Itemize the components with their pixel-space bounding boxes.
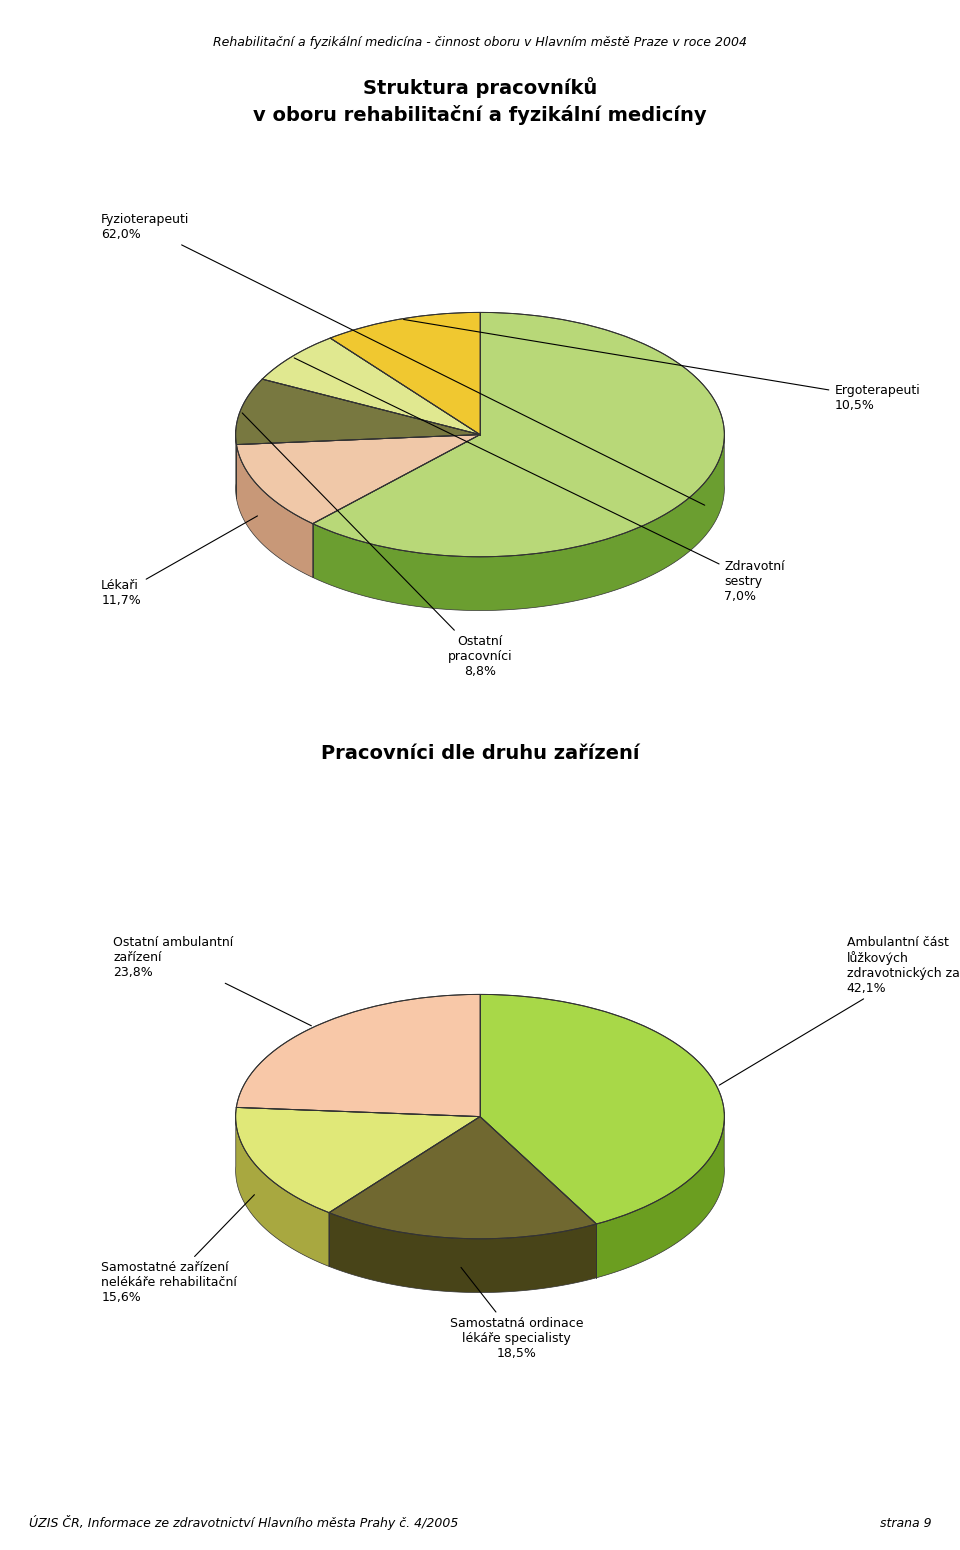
Polygon shape — [236, 434, 480, 524]
Text: Lékaři
11,7%: Lékaři 11,7% — [101, 516, 257, 608]
Text: Struktura pracovníků: Struktura pracovníků — [363, 78, 597, 99]
Polygon shape — [313, 431, 725, 611]
Polygon shape — [313, 313, 725, 556]
Polygon shape — [330, 313, 480, 434]
Text: Fyzioterapeuti
62,0%: Fyzioterapeuti 62,0% — [101, 212, 705, 505]
Polygon shape — [329, 1116, 596, 1238]
Text: Zdravotní
sestry
7,0%: Zdravotní sestry 7,0% — [294, 358, 785, 603]
Polygon shape — [262, 338, 480, 434]
Polygon shape — [480, 995, 725, 1224]
Polygon shape — [329, 1212, 596, 1293]
Text: strana 9: strana 9 — [879, 1517, 931, 1530]
Text: Samostatné zařízení
nelékáře rehabilitační
15,6%: Samostatné zařízení nelékáře rehabilitač… — [101, 1195, 254, 1304]
Text: Pracovníci dle druhu zařízení: Pracovníci dle druhu zařízení — [321, 744, 639, 763]
Polygon shape — [235, 1107, 480, 1212]
Polygon shape — [236, 995, 480, 1116]
Text: Ostatní
pracovníci
8,8%: Ostatní pracovníci 8,8% — [242, 412, 513, 677]
Polygon shape — [596, 1111, 725, 1277]
Polygon shape — [235, 1113, 329, 1266]
Text: ÚZIS ČR, Informace ze zdravotnictví Hlavního města Prahy č. 4/2005: ÚZIS ČR, Informace ze zdravotnictví Hlav… — [29, 1514, 458, 1530]
Text: Rehabilitační a fyzikální medicína - činnost oboru v Hlavním městě Praze v roce : Rehabilitační a fyzikální medicína - čin… — [213, 36, 747, 48]
Polygon shape — [236, 445, 313, 578]
Polygon shape — [235, 380, 480, 445]
Text: Ostatní ambulantní
zařízení
23,8%: Ostatní ambulantní zařízení 23,8% — [113, 936, 311, 1026]
Text: v oboru rehabilitační a fyzikální medicíny: v oboru rehabilitační a fyzikální medicí… — [253, 105, 707, 126]
Text: Ergoterapeuti
10,5%: Ergoterapeuti 10,5% — [403, 319, 920, 412]
Text: Samostatná ordinace
lékáře specialisty
18,5%: Samostatná ordinace lékáře specialisty 1… — [450, 1268, 584, 1359]
Text: Ambulantní část
lůžkových
zdravotnických zařízení
42,1%: Ambulantní část lůžkových zdravotnických… — [719, 936, 960, 1085]
